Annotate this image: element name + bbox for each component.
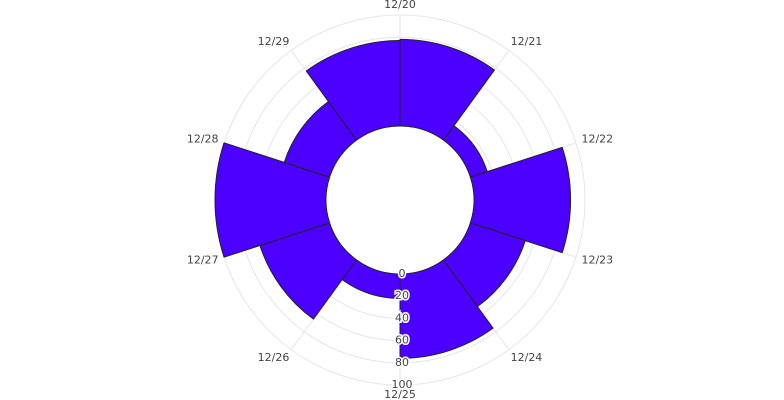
r-tick-label: 80 [395, 356, 409, 369]
category-label: 12/26 [258, 351, 290, 364]
bar [305, 40, 401, 141]
bar [442, 125, 488, 178]
r-tick-label: 0 [399, 267, 406, 280]
category-label: 12/29 [258, 35, 290, 48]
bar [399, 259, 494, 359]
category-label: 12/20 [384, 0, 416, 11]
r-tick-label: 40 [395, 311, 409, 324]
r-tick-label: 60 [395, 334, 409, 347]
category-label: 12/21 [511, 35, 543, 48]
category-label: 12/27 [187, 253, 219, 266]
category-label: 12/25 [384, 388, 416, 400]
bar [214, 142, 331, 258]
bar [399, 38, 495, 141]
category-label: 12/23 [581, 253, 613, 266]
bar [259, 222, 358, 320]
r-tick-label: 20 [395, 289, 409, 302]
bars [214, 38, 572, 359]
bar [469, 146, 572, 254]
category-label: 12/24 [511, 351, 543, 364]
r-tick-label: 100 [392, 378, 413, 391]
grid-circle [325, 125, 475, 275]
labels: 12/20 12/21 12/22 12/23 12/24 12/25 12/26 12/27… [187, 0, 613, 400]
category-label: 12/22 [581, 133, 613, 146]
category-label: 12/28 [187, 133, 219, 146]
